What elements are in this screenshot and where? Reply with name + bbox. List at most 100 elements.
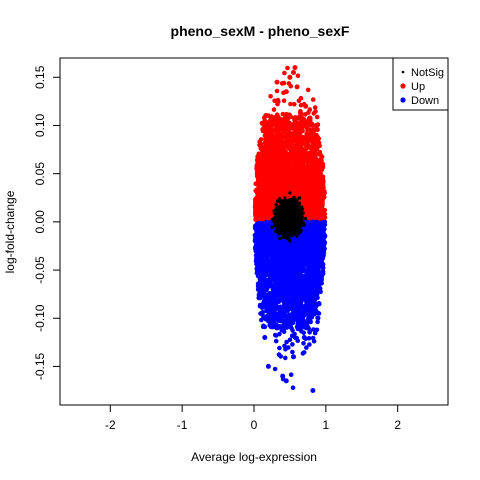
point [287, 272, 293, 278]
point [257, 302, 263, 308]
point [268, 123, 274, 129]
plot-area [252, 65, 328, 393]
point [261, 292, 266, 298]
point [259, 317, 264, 323]
point [291, 70, 296, 75]
point [298, 119, 304, 125]
point [298, 262, 304, 268]
point [303, 142, 309, 147]
point [288, 114, 294, 120]
point [266, 130, 272, 136]
point [270, 318, 276, 324]
point [281, 80, 287, 86]
point [278, 156, 284, 162]
point [280, 296, 286, 302]
point [313, 225, 319, 231]
point [266, 140, 272, 145]
point [290, 265, 296, 271]
point [304, 297, 310, 303]
point [277, 180, 282, 186]
point [304, 302, 309, 308]
point [319, 221, 325, 227]
point [316, 271, 322, 277]
point [304, 345, 309, 350]
point [289, 303, 295, 309]
point [283, 89, 289, 95]
point [287, 74, 293, 80]
point [305, 87, 311, 93]
point [303, 192, 309, 198]
point [281, 329, 287, 335]
point [262, 272, 268, 278]
point [301, 288, 307, 294]
point [301, 350, 307, 355]
point [322, 246, 327, 251]
point [274, 88, 280, 94]
point [274, 276, 280, 281]
point [303, 103, 309, 109]
point [312, 105, 318, 110]
point [274, 173, 280, 179]
point [299, 146, 305, 152]
point [264, 153, 270, 158]
point [297, 305, 303, 311]
point [315, 233, 321, 239]
point [306, 266, 312, 272]
point [265, 113, 271, 119]
point [276, 162, 282, 168]
point [265, 203, 271, 209]
point [282, 115, 288, 121]
point [282, 121, 288, 127]
point [299, 128, 305, 134]
point [285, 158, 291, 164]
point [303, 180, 308, 186]
point [283, 355, 288, 361]
point [271, 107, 277, 112]
point [312, 286, 318, 292]
point [314, 213, 320, 219]
point [304, 247, 310, 252]
point [316, 136, 322, 141]
point [263, 236, 269, 241]
point [289, 246, 295, 252]
point [307, 117, 313, 123]
point [313, 123, 319, 128]
point [285, 65, 290, 71]
point [304, 165, 310, 171]
point [262, 299, 268, 305]
point [306, 287, 312, 293]
point [305, 292, 311, 298]
chart-title: pheno_sexM - pheno_sexF [171, 23, 350, 39]
point [262, 258, 268, 264]
point [254, 211, 259, 217]
point [280, 166, 286, 172]
point [274, 79, 280, 85]
point [289, 139, 295, 145]
point [297, 167, 302, 173]
point [280, 172, 286, 178]
point [291, 121, 297, 126]
point [258, 243, 264, 249]
point [260, 154, 266, 160]
point [270, 116, 276, 122]
point [294, 151, 300, 156]
point [268, 94, 273, 99]
point [292, 115, 298, 121]
point [297, 110, 303, 116]
point [314, 146, 319, 152]
point [267, 191, 273, 197]
point [260, 164, 266, 170]
point [272, 98, 277, 103]
point [290, 181, 296, 187]
point [261, 122, 267, 128]
point [274, 305, 280, 311]
point [260, 287, 266, 292]
point [307, 317, 313, 323]
point [284, 290, 290, 296]
point [264, 196, 270, 202]
point [284, 319, 290, 325]
point [315, 202, 321, 208]
point [321, 209, 327, 214]
point [285, 165, 291, 171]
point [276, 250, 282, 256]
